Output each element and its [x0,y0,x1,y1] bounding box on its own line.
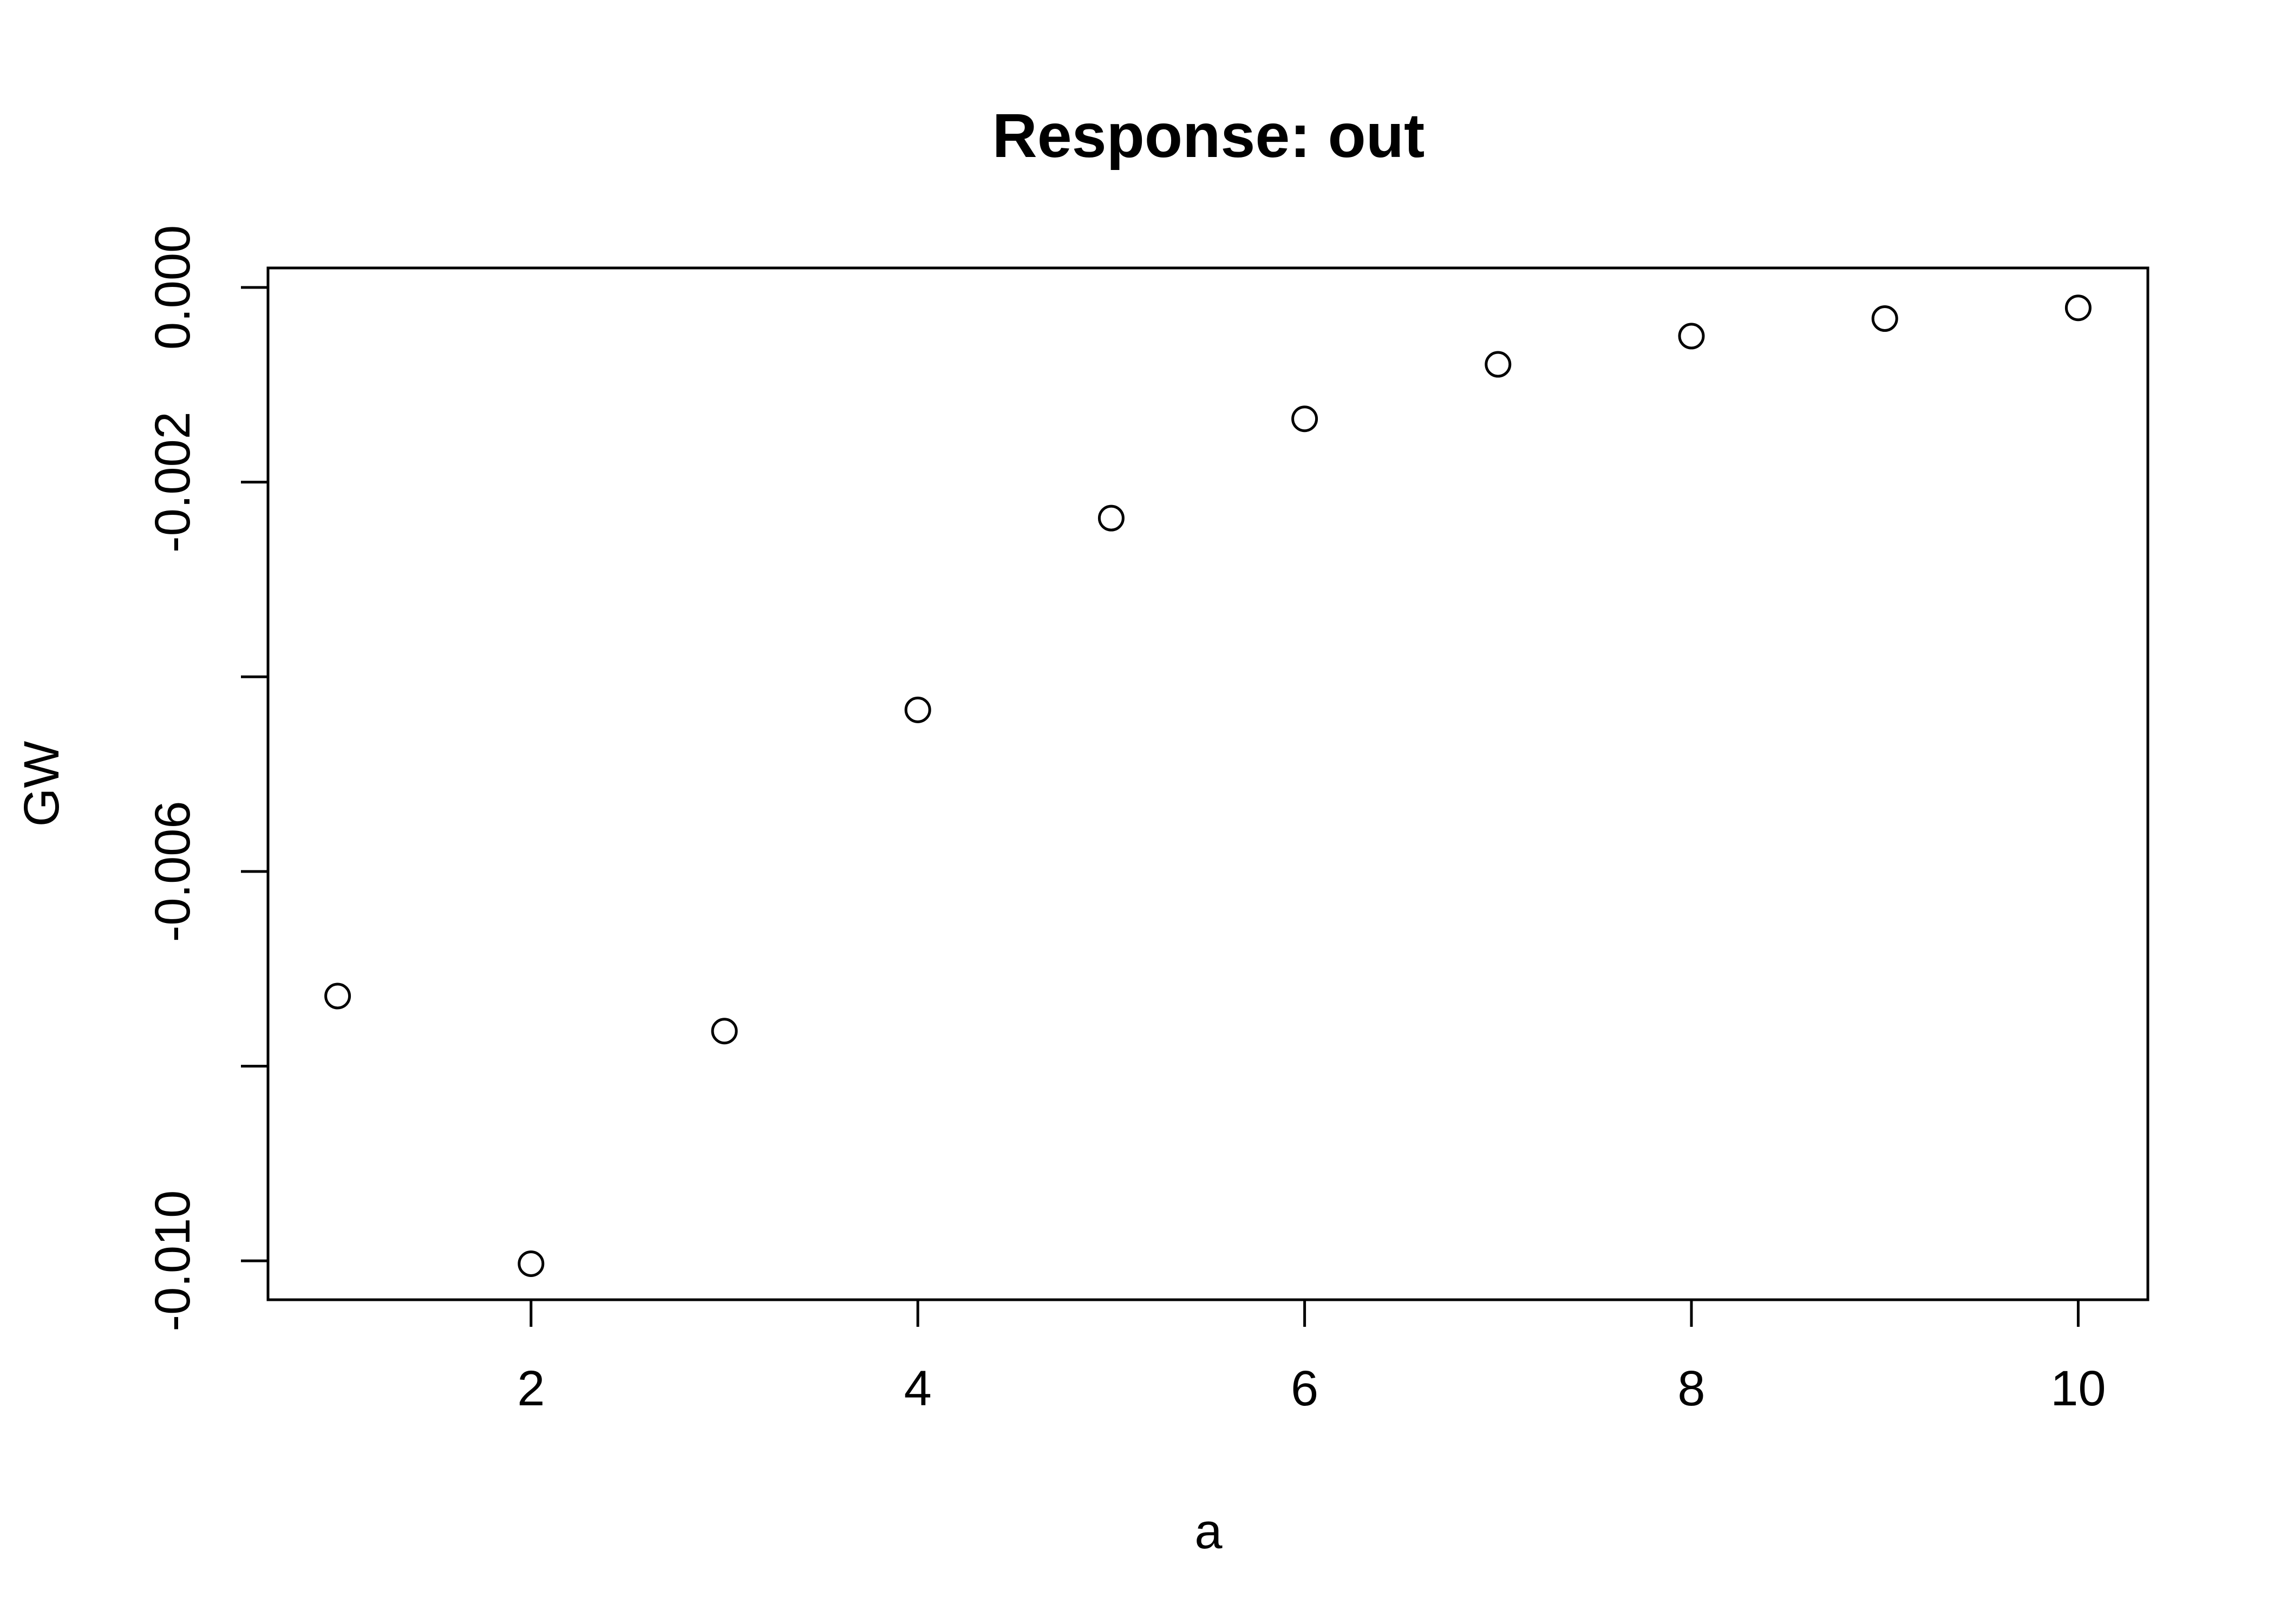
x-axis: 2 4 6 8 10 [517,1298,2106,1416]
data-point [904,696,931,723]
data-point [1871,305,1898,332]
x-tick-label: 6 [1291,1361,1318,1416]
y-tick-label: -0.006 [145,801,200,942]
data-point [1291,405,1318,433]
x-tick-label: 2 [517,1361,545,1416]
y-tick-label: -0.010 [145,1190,200,1332]
y-axis-label: GW [14,741,69,827]
x-tick-label: 4 [904,1361,932,1416]
x-tick-label: 10 [2050,1361,2106,1416]
data-point [1485,351,1512,378]
data-point [1678,323,1705,350]
data-points [324,294,2092,1277]
data-point [2064,294,2092,322]
plot-frame [266,266,2149,1301]
chart-title: Response: out [992,101,1425,171]
data-point [711,1018,738,1045]
y-tick-label: -0.002 [145,411,200,553]
data-point [518,1250,545,1277]
y-axis: 0.000 -0.002 -0.006 -0.010 [145,225,270,1332]
data-point [324,983,351,1010]
y-tick-label: 0.000 [145,225,200,350]
x-axis-label: a [1194,1504,1223,1559]
data-point [1097,505,1125,532]
x-tick-label: 8 [1677,1361,1705,1416]
